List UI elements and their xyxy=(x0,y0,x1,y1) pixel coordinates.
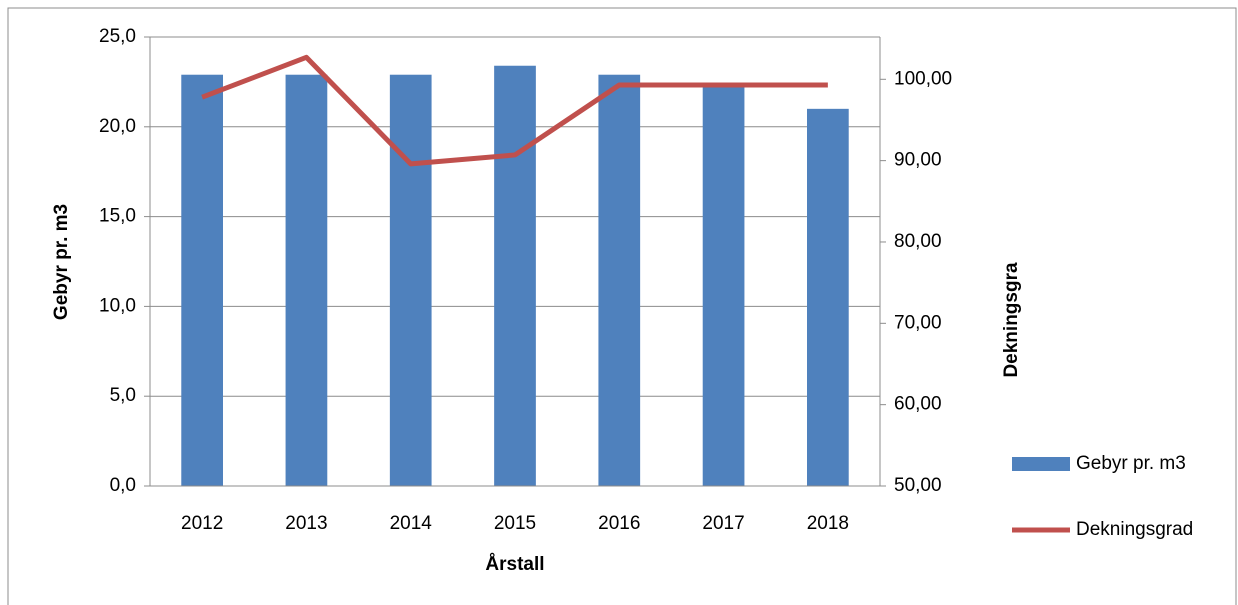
x-tick-label: 2016 xyxy=(598,513,640,534)
x-tick-label: 2018 xyxy=(807,513,849,534)
bar xyxy=(702,85,745,486)
legend-label: Dekningsgrad xyxy=(1076,519,1193,540)
x-axis-title: Årstall xyxy=(485,554,544,575)
y-tick-label: 10,0 xyxy=(99,295,136,316)
y-tick-label: 15,0 xyxy=(99,206,136,227)
x-tick-label: 2017 xyxy=(702,513,744,534)
y2-tick-label: 80,00 xyxy=(894,231,942,252)
bar xyxy=(807,108,849,486)
line xyxy=(201,54,828,167)
y2-tick-label: 100,00 xyxy=(894,68,952,89)
x-tick-label: 2012 xyxy=(181,513,223,534)
y2-axis-title: Dekningsgra xyxy=(1001,262,1022,378)
y-axis-title: Gebyr pr. m3 xyxy=(51,204,72,320)
x-tick-label: 2015 xyxy=(494,513,536,534)
y2-tick-label: 60,00 xyxy=(894,394,942,415)
chart-border xyxy=(7,7,1237,605)
bar xyxy=(389,74,432,486)
y-tick-label: 20,0 xyxy=(99,116,136,137)
y2-tick-label: 50,00 xyxy=(894,475,942,496)
y2-tick-label: 90,00 xyxy=(894,150,942,171)
y-tick-label: 25,0 xyxy=(99,26,136,47)
x-tick-label: 2013 xyxy=(285,513,327,534)
bar xyxy=(285,74,328,486)
x-tick-label: 2014 xyxy=(390,513,433,534)
y2-tick-label: 70,00 xyxy=(894,312,942,333)
bar xyxy=(598,74,641,486)
legend-label: Gebyr pr. m3 xyxy=(1076,453,1186,474)
bar xyxy=(181,74,223,486)
bar xyxy=(494,65,536,487)
y-tick-label: 0,0 xyxy=(110,475,136,496)
y-tick-label: 5,0 xyxy=(110,385,136,406)
legend-swatch xyxy=(1012,457,1070,471)
